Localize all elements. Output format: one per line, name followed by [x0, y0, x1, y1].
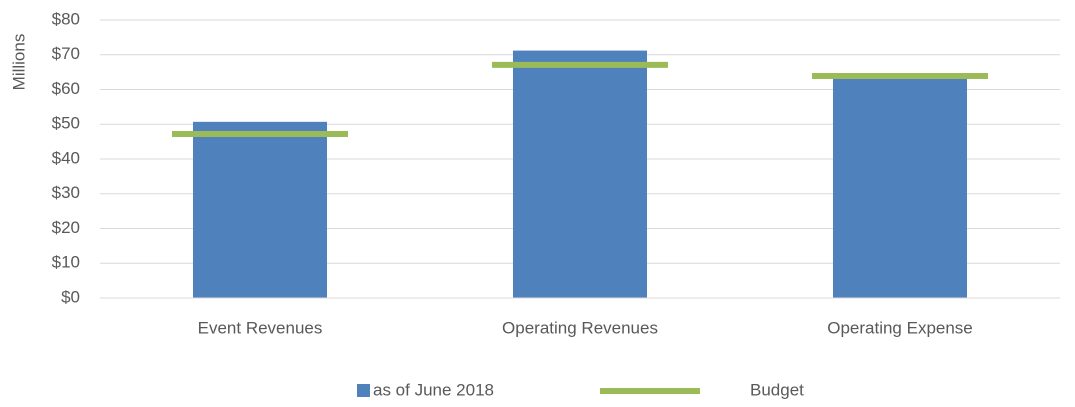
y-tick-label: $0: [61, 287, 80, 306]
y-tick-label: $50: [52, 114, 80, 133]
y-tick-label: $10: [52, 253, 80, 272]
y-axis-label: Millions: [9, 34, 28, 91]
y-tick-label: $20: [52, 218, 80, 237]
legend-swatch: [357, 384, 370, 397]
bar: [513, 50, 647, 298]
x-tick-label: Event Revenues: [198, 318, 323, 337]
y-tick-label: $60: [52, 79, 80, 98]
legend-label: as of June 2018: [373, 380, 494, 399]
y-tick-label: $70: [52, 44, 80, 63]
y-tick-label: $30: [52, 183, 80, 202]
legend-label: Budget: [750, 380, 804, 399]
y-tick-label: $40: [52, 148, 80, 167]
x-tick-label: Operating Revenues: [502, 318, 658, 337]
y-tick-label: $80: [52, 9, 80, 28]
bar: [193, 121, 327, 298]
bar: [833, 78, 967, 298]
x-tick-label: Operating Expense: [827, 318, 973, 337]
